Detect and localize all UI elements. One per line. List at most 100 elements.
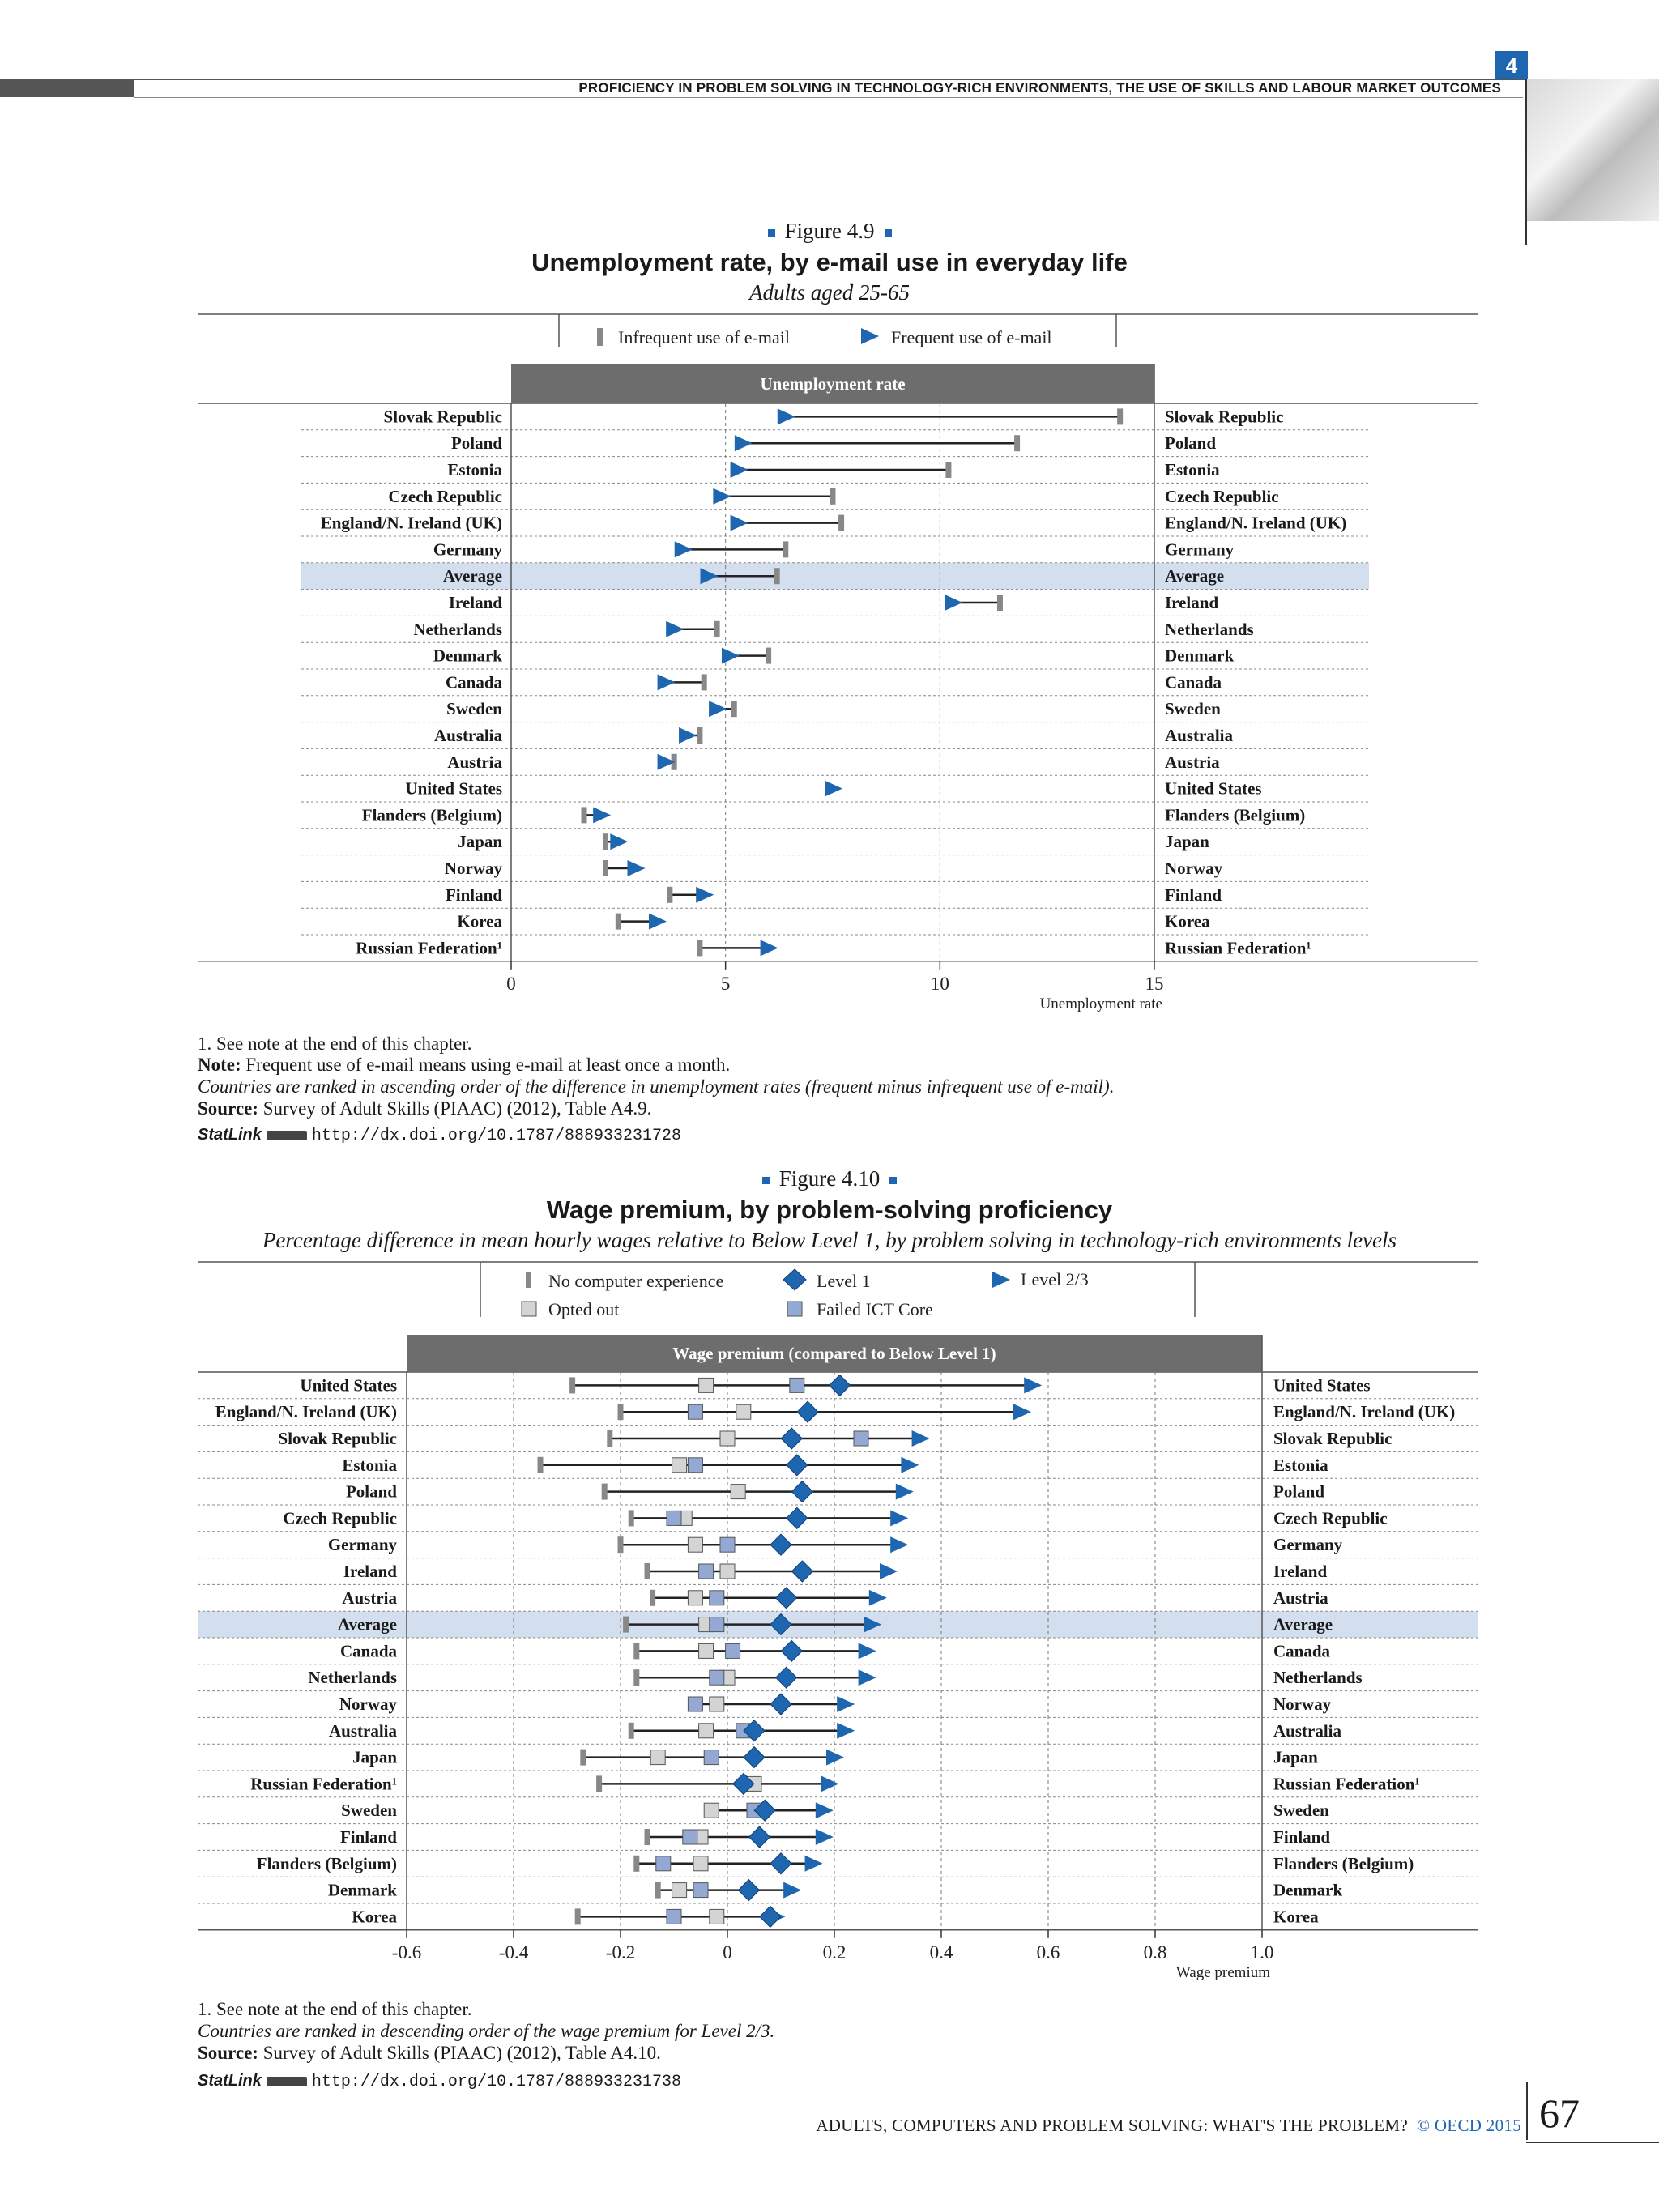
- country-label-right: Australia: [1165, 726, 1234, 745]
- country-label-right: Sweden: [1165, 699, 1221, 718]
- legend-frequent-label: Frequent use of e-mail: [891, 327, 1052, 347]
- country-label-right: Estonia: [1273, 1455, 1328, 1475]
- marker-triangle: [837, 1722, 855, 1739]
- marker-square: [650, 1750, 666, 1766]
- country-label-right: Netherlands: [1273, 1668, 1363, 1687]
- marker-square: [709, 1908, 725, 1924]
- figure2-title: Wage premium, by problem-solving profici…: [546, 1196, 1113, 1224]
- marker-triangle: [821, 1775, 839, 1792]
- country-label-right: Denmark: [1165, 646, 1234, 666]
- marker-square: [687, 1404, 703, 1420]
- marker-bar: [623, 1616, 629, 1633]
- marker-square: [736, 1404, 752, 1420]
- marker-diamond: [796, 1400, 819, 1423]
- note-label: Note:: [198, 1055, 241, 1075]
- marker-triangle: [1024, 1377, 1043, 1394]
- country-label-right: Norway: [1165, 859, 1223, 878]
- country-label-left: Canada: [446, 672, 503, 692]
- chapter-badge: 4: [1495, 51, 1528, 80]
- country-label-left: Korea: [457, 912, 502, 931]
- x-axis-label: Unemployment rate: [1040, 995, 1162, 1012]
- country-label-left: Austria: [447, 752, 502, 772]
- country-label-right: Slovak Republic: [1273, 1429, 1392, 1448]
- country-label-right: United States: [1273, 1375, 1371, 1395]
- marker-triangle: [783, 1882, 802, 1899]
- marker-triangle: [648, 913, 667, 930]
- marker-bar: [607, 1430, 613, 1447]
- country-label-right: Slovak Republic: [1165, 407, 1283, 426]
- marker-bar: [838, 514, 845, 531]
- marker-triangle: [730, 514, 748, 531]
- marker-square: [730, 1484, 746, 1500]
- marker-diamond: [791, 1480, 814, 1503]
- figure1-note1: 1. See note at the end of this chapter.: [198, 1034, 472, 1054]
- figure2-label: Figure 4.10: [0, 1166, 1659, 1191]
- country-label-right: Denmark: [1273, 1881, 1342, 1900]
- country-label-left: Average: [338, 1615, 397, 1634]
- country-label-right: Poland: [1273, 1482, 1324, 1502]
- marker-bar: [945, 462, 952, 478]
- marker-triangle: [657, 753, 676, 770]
- legend-level1-label: Level 1: [817, 1271, 871, 1291]
- figure1-ranking-note: Countries are ranked in ascending order …: [198, 1076, 1115, 1097]
- country-label-right: Czech Republic: [1273, 1508, 1388, 1528]
- marker-square: [698, 1563, 714, 1579]
- marker-diamond: [743, 1720, 766, 1742]
- statlink-url[interactable]: http://dx.doi.org/10.1787/888933231738: [311, 2073, 681, 2091]
- country-label-right: Russian Federation¹: [1165, 938, 1311, 957]
- marker-triangle: [880, 1563, 898, 1579]
- country-label-left: Poland: [346, 1482, 397, 1502]
- country-label-left: Estonia: [447, 460, 502, 479]
- marker-triangle: [826, 1749, 844, 1766]
- marker-bar: [697, 727, 703, 744]
- country-label-left: Denmark: [328, 1881, 397, 1900]
- marker-bar: [655, 1882, 661, 1899]
- country-label-right: Germany: [1165, 539, 1235, 559]
- country-label-right: Sweden: [1273, 1801, 1329, 1820]
- marker-bar: [714, 620, 720, 637]
- marker-diamond: [743, 1745, 766, 1769]
- country-label-left: Estonia: [342, 1455, 397, 1475]
- marker-bar: [650, 1589, 656, 1606]
- marker-bar: [574, 1908, 581, 1925]
- country-label-right: England/N. Ireland (UK): [1165, 514, 1346, 533]
- marker-bar: [537, 1456, 544, 1473]
- figure1-label: Figure 4.9: [0, 219, 1659, 244]
- country-label-left: Finland: [340, 1827, 397, 1847]
- marker-diamond: [748, 1826, 771, 1848]
- country-label-left: Norway: [445, 859, 503, 878]
- page-number: 67: [1539, 2091, 1580, 2136]
- marker-square: [672, 1457, 688, 1473]
- statlink-url[interactable]: http://dx.doi.org/10.1787/888933231728: [311, 1127, 681, 1145]
- marker-square: [719, 1430, 736, 1447]
- marker-diamond: [737, 1878, 761, 1902]
- figure1-note: Note: Frequent use of e-mail means using…: [198, 1055, 730, 1076]
- country-label-left: Czech Republic: [388, 487, 502, 506]
- country-label-right: Flanders (Belgium): [1165, 805, 1305, 825]
- legend-level1-icon: [783, 1268, 807, 1291]
- country-label-left: Russian Federation¹: [356, 938, 502, 957]
- marker-bar: [633, 1643, 640, 1660]
- marker-triangle: [890, 1536, 909, 1554]
- country-label-right: Japan: [1273, 1748, 1318, 1767]
- marker-triangle: [713, 488, 731, 505]
- marker-bar: [783, 541, 789, 558]
- marker-diamond: [770, 1693, 792, 1715]
- legend-infrequent-label: Infrequent use of e-mail: [618, 327, 790, 347]
- marker-diamond: [770, 1533, 792, 1556]
- marker-square: [687, 1536, 703, 1553]
- source-text: Survey of Adult Skills (PIAAC) (2012), T…: [258, 2043, 661, 2063]
- country-label-right: Czech Republic: [1165, 487, 1279, 506]
- marker-bar: [601, 1483, 608, 1500]
- country-label-right: Korea: [1273, 1907, 1319, 1926]
- tick-label: 0.2: [823, 1942, 847, 1963]
- marker-bar: [996, 595, 1003, 611]
- country-label-left: Poland: [451, 433, 502, 453]
- corner-photo: [1526, 79, 1659, 221]
- country-label-left: Slovak Republic: [384, 407, 502, 426]
- marker-bar: [617, 1404, 624, 1421]
- marker-triangle: [610, 833, 629, 850]
- country-label-left: Germany: [433, 539, 503, 559]
- country-label-right: Korea: [1165, 912, 1210, 931]
- marker-bar: [766, 647, 772, 664]
